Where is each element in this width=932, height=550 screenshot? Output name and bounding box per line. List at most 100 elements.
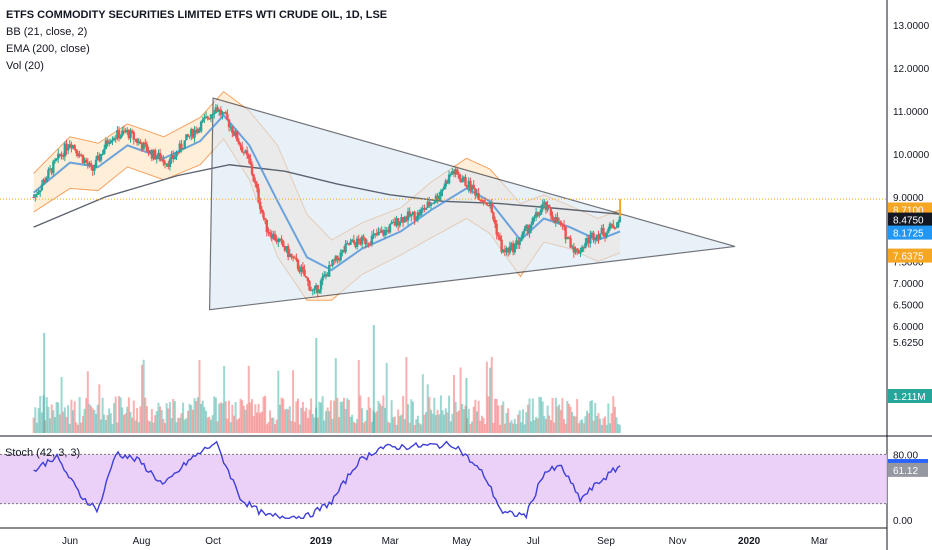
volume-bar [306, 417, 309, 433]
volume-bar [615, 417, 618, 433]
candle-body [86, 162, 90, 166]
volume-bar [80, 422, 83, 433]
candle-body [208, 118, 211, 120]
volume-bar [160, 410, 163, 433]
candle-body [247, 154, 250, 159]
volume-bar [610, 413, 613, 433]
volume-bar [109, 413, 112, 433]
candle-body [216, 107, 219, 112]
volume-bar [219, 402, 222, 433]
candle-body [283, 246, 287, 251]
volume-bar [604, 416, 607, 433]
candle-body [464, 177, 467, 186]
candle-body [80, 154, 83, 156]
symbol-title[interactable]: ETFS COMMODITY SECURITIES LIMITED ETFS W… [6, 9, 388, 21]
stoch-indicator-label[interactable]: Stoch (42, 3, 3) [5, 447, 81, 459]
volume-bar [157, 402, 160, 433]
candle-body [172, 155, 175, 159]
chart-legend: ETFS COMMODITY SECURITIES LIMITED ETFS W… [6, 7, 387, 75]
candle-body [354, 242, 357, 247]
volume-bar [571, 411, 574, 433]
volume-bar [60, 376, 63, 433]
volume-tag-bg [888, 389, 932, 403]
volume-spike [465, 378, 468, 433]
indicator-vol[interactable]: Vol (20) [6, 60, 44, 72]
candle-body [319, 280, 323, 290]
candle-body [480, 200, 484, 202]
candle-body [162, 159, 165, 163]
candle-body [428, 201, 431, 206]
volume-bar [572, 415, 575, 433]
volume-bar [513, 418, 516, 433]
candle-body [572, 246, 576, 253]
volume-bar [213, 396, 216, 433]
candle-body [214, 107, 218, 113]
volume-bar [154, 415, 157, 433]
candle-body [618, 216, 622, 223]
volume-bar [75, 422, 78, 433]
candle-body [336, 255, 339, 260]
volume-bar [331, 418, 334, 433]
volume-bar [477, 400, 480, 433]
candle-body [426, 201, 429, 208]
volume-bar [344, 408, 347, 433]
candle-body [167, 163, 170, 167]
volume-bar [203, 407, 206, 433]
volume-bar [449, 421, 452, 433]
volume-bar [81, 415, 84, 433]
candle-body [523, 228, 526, 232]
candle-body [484, 202, 487, 204]
candle-body [40, 184, 44, 191]
candle-body [610, 223, 613, 225]
indicator-ema[interactable]: EMA (200, close) [6, 43, 90, 55]
volume-bar [62, 411, 65, 433]
volume-bar [73, 401, 76, 433]
volume-spike [315, 338, 318, 433]
candle-body [531, 217, 535, 225]
candle-body [497, 234, 500, 237]
volume-bar [221, 403, 224, 433]
candle-body [467, 180, 470, 188]
volume-bar [597, 413, 600, 433]
volume-bar [428, 396, 431, 433]
volume-bar [209, 419, 212, 433]
candle-body [594, 239, 597, 241]
indicator-bb[interactable]: BB (21, close, 2) [6, 26, 88, 38]
candle-body [296, 259, 300, 270]
volume-bar [454, 401, 457, 433]
volume-bar [65, 417, 68, 433]
candle-body [418, 212, 421, 216]
candle-body [257, 188, 260, 202]
volume-bar [566, 400, 569, 433]
volume-bar [178, 417, 181, 433]
candle-body [318, 289, 321, 293]
candle-body [96, 155, 99, 160]
candle-body [153, 149, 157, 160]
volume-bar [201, 400, 204, 433]
volume-bar [324, 411, 327, 433]
candle-body [539, 209, 543, 215]
volume-bar [216, 421, 219, 433]
candle-body [222, 112, 226, 114]
candle-body [180, 143, 183, 150]
candle-body [50, 168, 53, 174]
candle-body [139, 141, 142, 144]
volume-bar [259, 412, 262, 433]
volume-bar [185, 418, 188, 433]
candle-body [186, 134, 190, 137]
candle-body [75, 148, 78, 154]
candle-body [107, 142, 111, 145]
volume-bar [438, 414, 441, 433]
candle-body [126, 129, 129, 133]
price-tag-label: 7.6375 [893, 252, 924, 263]
volume-spike [43, 333, 46, 433]
volume-bar [487, 396, 490, 433]
volume-bar [446, 412, 449, 433]
candle-body [60, 154, 63, 156]
volume-bar [541, 401, 544, 433]
candle-body [104, 140, 108, 149]
candle-body [165, 163, 168, 165]
volume-bar [188, 403, 191, 433]
volume-bar [502, 401, 505, 433]
